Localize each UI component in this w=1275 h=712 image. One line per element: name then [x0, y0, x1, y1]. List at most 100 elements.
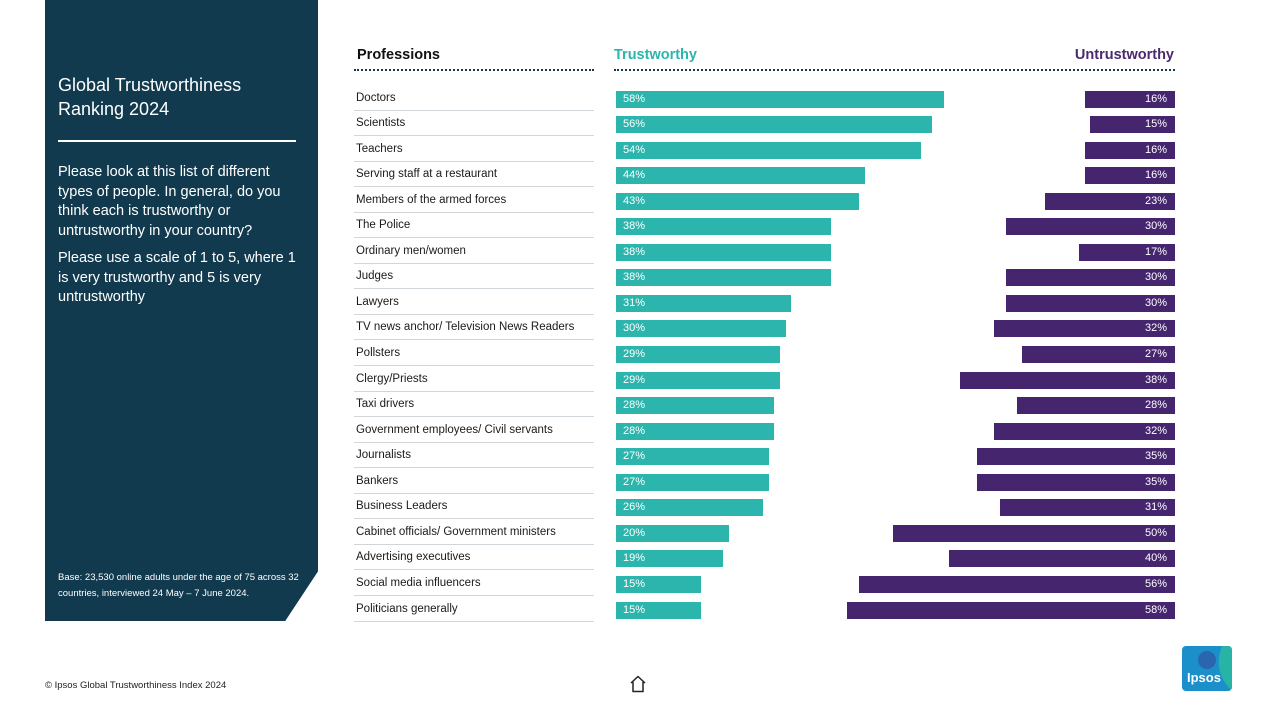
info-panel: Global Trustworthiness Ranking 2024 Plea… [45, 0, 318, 621]
home-icon[interactable] [628, 674, 648, 694]
row-divider [354, 135, 594, 137]
profession-label: Serving staff at a restaurant [356, 168, 498, 181]
untrustworthy-value: 30% [1144, 271, 1167, 284]
untrustworthy-bar [960, 371, 1175, 389]
untrustworthy-bar [858, 575, 1175, 593]
profession-label: Lawyers [356, 295, 399, 308]
professions-header: Professions [357, 47, 440, 63]
untrustworthy-bar [977, 473, 1175, 491]
row-divider [354, 620, 594, 622]
untrustworthy-value: 38% [1144, 373, 1167, 386]
profession-label: Advertising executives [356, 551, 471, 564]
trustworthy-value: 38% [623, 245, 646, 258]
trustworthy-bar [616, 575, 701, 593]
row-divider [354, 339, 594, 341]
trustworthy-bar [616, 218, 831, 236]
trustworthy-bar [616, 141, 922, 159]
trustworthy-bar [616, 320, 786, 338]
profession-label: TV news anchor/ Television News Readers [356, 321, 575, 334]
trustworthy-value: 44% [623, 169, 646, 182]
base-note: Base: 23,530 online adults under the age… [58, 572, 299, 599]
profession-label: Scientists [356, 117, 406, 130]
profession-label: Bankers [356, 474, 399, 487]
row-divider [354, 211, 594, 213]
profession-label: Clergy/Priests [356, 372, 428, 385]
untrustworthy-value: 40% [1144, 552, 1167, 565]
untrustworthy-value: 16% [1144, 92, 1167, 105]
row-divider [354, 160, 594, 162]
ipsos-logo: Ipsos [1182, 646, 1232, 691]
values-header-rule [614, 69, 1175, 71]
profession-label: The Police [356, 219, 411, 232]
untrustworthy-bar [1005, 218, 1175, 236]
trustworthy-bar [616, 243, 831, 261]
row-divider [354, 416, 594, 418]
trustworthy-value: 27% [623, 450, 646, 463]
trustworthy-value: 56% [623, 118, 646, 131]
trustworthy-value: 20% [623, 526, 646, 539]
trustworthy-value: 43% [623, 194, 646, 207]
untrustworthy-value: 17% [1144, 245, 1167, 258]
trustworthy-value: 26% [623, 501, 646, 514]
untrustworthy-bar [977, 448, 1175, 466]
untrustworthy-bar [892, 524, 1175, 542]
untrustworthy-bar [1045, 192, 1175, 210]
trustworthy-value: 29% [623, 373, 646, 386]
trustworthy-bar [616, 90, 944, 108]
row-divider [354, 186, 594, 188]
row-divider [354, 262, 594, 264]
untrustworthy-bar [847, 601, 1175, 619]
untrustworthy-bar [999, 499, 1175, 517]
panel-title: Global Trustworthiness Ranking 2024 [58, 75, 242, 119]
trustworthy-value: 30% [623, 322, 646, 335]
untrustworthy-bar [994, 422, 1175, 440]
trustworthy-bar [616, 524, 729, 542]
row-divider [354, 543, 594, 545]
trustworthy-bar [616, 397, 775, 415]
trustworthy-bar [616, 550, 724, 568]
trustworthy-value: 15% [623, 577, 646, 590]
untrustworthy-value: 30% [1144, 296, 1167, 309]
untrustworthy-value: 16% [1144, 143, 1167, 156]
trustworthy-header: Trustworthy [614, 47, 697, 63]
untrustworthy-value: 27% [1144, 348, 1167, 360]
trustworthy-bar [616, 448, 769, 466]
trustworthy-bar [616, 473, 769, 491]
row-divider [354, 467, 594, 469]
row-divider [354, 390, 594, 392]
untrustworthy-bar [1005, 294, 1175, 312]
trustworthy-value: 15% [623, 603, 646, 616]
trustworthy-value: 38% [623, 271, 646, 284]
untrustworthy-value: 32% [1144, 424, 1167, 437]
profession-label: Social media influencers [356, 576, 481, 589]
untrustworthy-value: 35% [1144, 475, 1167, 488]
panel-divider [58, 140, 296, 142]
profession-label: Journalists [356, 449, 411, 462]
row-divider [354, 518, 594, 520]
trustworthy-bar [616, 167, 865, 185]
untrustworthy-value: 23% [1144, 194, 1167, 207]
trustworthy-value: 38% [623, 220, 646, 233]
trustworthy-value: 19% [623, 552, 646, 565]
profession-label: Government employees/ Civil servants [356, 423, 553, 436]
untrustworthy-value: 15% [1144, 118, 1167, 131]
row-divider [354, 237, 594, 239]
trustworthy-bar [616, 192, 859, 210]
profession-label: Teachers [356, 142, 403, 155]
untrustworthy-bar [1016, 397, 1175, 415]
untrustworthy-bar [1022, 346, 1175, 363]
row-divider [354, 365, 594, 366]
profession-label: Taxi drivers [356, 398, 415, 411]
untrustworthy-value: 16% [1144, 169, 1167, 182]
profession-label: Members of the armed forces [356, 193, 507, 206]
untrustworthy-value: 30% [1144, 220, 1167, 233]
trustworthy-value: 58% [623, 92, 646, 105]
row-divider [354, 441, 594, 443]
question-1: Please look at this list of different ty… [58, 164, 281, 239]
trustworthy-bar [616, 371, 780, 389]
row-divider [354, 569, 594, 571]
untrustworthy-value: 56% [1144, 577, 1167, 590]
trustworthy-value: 28% [623, 424, 646, 437]
row-divider [354, 288, 594, 290]
